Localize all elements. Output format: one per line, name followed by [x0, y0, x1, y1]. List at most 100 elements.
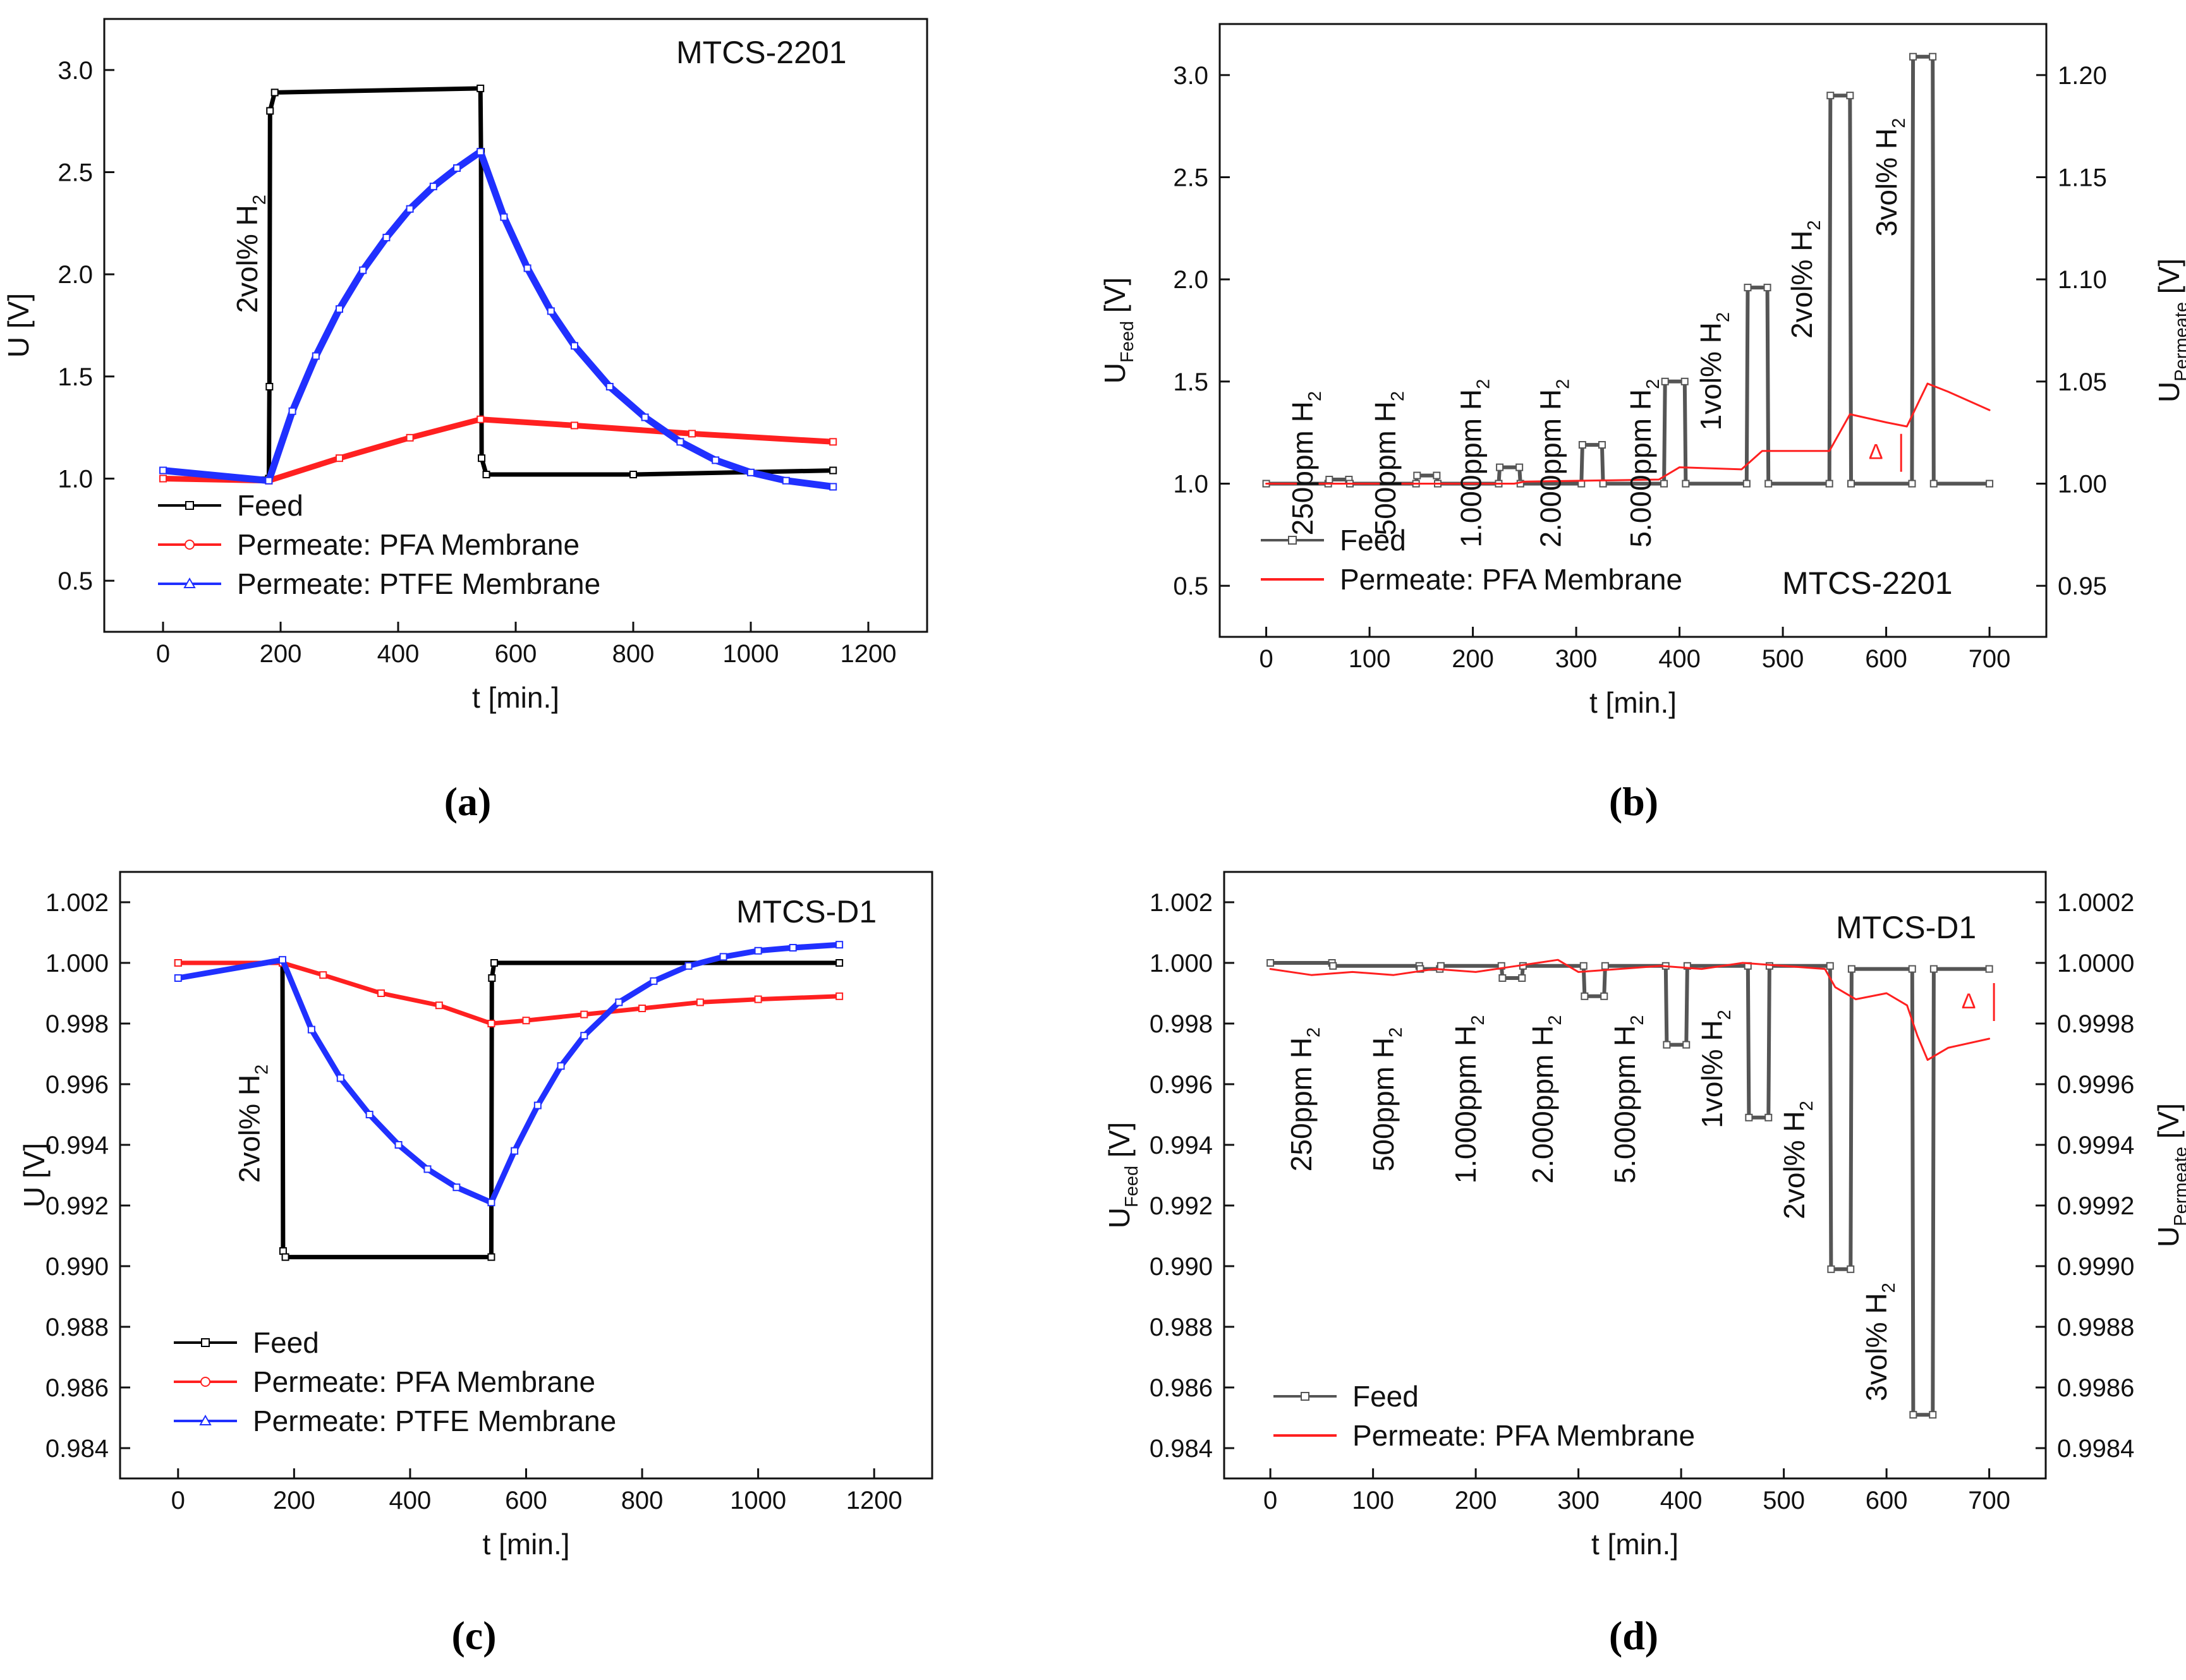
data-point [712, 456, 720, 464]
y-tick-label: 0.990 [1150, 1253, 1213, 1281]
data-point [1929, 52, 1937, 61]
x-tick-label: 700 [1969, 645, 2011, 673]
y-axis-label-unit: [V] [1103, 1122, 1136, 1166]
x-tick-label: 200 [1452, 645, 1494, 673]
data-point [557, 1062, 565, 1070]
data-point [159, 466, 167, 474]
data-point [641, 413, 649, 421]
panel-a: 0 200 400 600 800 1000 1200 0.5 1.0 1.5 2.0 2.5 3.0 t… [2, 18, 928, 824]
data-point [406, 433, 414, 442]
data-point [1985, 965, 1993, 973]
data-point [835, 992, 844, 1000]
annotation-label-main: 250ppm H [1286, 401, 1319, 535]
data-point [571, 421, 578, 430]
x-tick-label: 400 [389, 1487, 432, 1514]
legend-label: Feed [237, 489, 303, 522]
data-point [782, 476, 790, 485]
y-tick-label: 0.998 [1150, 1010, 1213, 1038]
data-point [319, 971, 327, 979]
x-tick-label: 0 [171, 1487, 185, 1514]
x-axis-label: t [min.] [1589, 686, 1677, 719]
y2-axis-label: UPermeate [V] [2153, 258, 2186, 402]
data-point [1515, 463, 1524, 471]
y-tick-label: 2.0 [1173, 266, 1208, 294]
y-axis-label-unit: [V] [1098, 277, 1131, 321]
data-point [1909, 52, 1917, 61]
y2-tick-label: 0.9994 [2057, 1132, 2134, 1159]
annotation-label: 1vol% H2 [1696, 1010, 1735, 1128]
y-tick-label: 0.996 [46, 1071, 109, 1099]
data-point [1600, 992, 1608, 1000]
y-tick-label: 0.994 [1150, 1132, 1213, 1159]
data-point [719, 953, 727, 961]
data-point [1578, 441, 1586, 449]
data-point [1581, 992, 1589, 1000]
data-point [270, 88, 279, 97]
y2-tick-label: 1.00 [2058, 471, 2107, 499]
y2-tick-label: 1.10 [2058, 266, 2107, 294]
x-tick-label: 500 [1762, 645, 1804, 673]
annotation-label-sub: 2 [1388, 391, 1408, 401]
y-axis-label-main: U [1098, 363, 1131, 384]
data-point [1682, 480, 1690, 488]
data-point [365, 1111, 373, 1118]
y-tick-label: 1.5 [58, 363, 93, 391]
data-point [1826, 962, 1834, 970]
data-point [490, 959, 499, 967]
y-tick-label: 0.984 [46, 1435, 109, 1463]
y2-tick-label: 0.9992 [2057, 1192, 2134, 1220]
series-group [1266, 958, 1993, 1419]
y2-tick-label: 0.9988 [2057, 1314, 2134, 1341]
annotation-label-sub: 2 [1545, 1015, 1565, 1025]
data-point [406, 205, 414, 213]
data-point [1908, 480, 1916, 488]
annotation-label: 2vol% H2 [233, 1065, 272, 1183]
y-tick-label: 0.984 [1150, 1435, 1213, 1463]
annotation-label-main: 1vol% H [1694, 322, 1727, 430]
annotation-label-main: 2vol% H [1785, 231, 1818, 339]
annotation-label-main: 3vol% H [1860, 1293, 1893, 1401]
data-point [522, 1017, 530, 1025]
panel-caption: (d) [1609, 1613, 1658, 1658]
data-point [429, 183, 437, 191]
annotation-label: 3vol% H2 [1870, 118, 1909, 236]
annotation-label: 2.000ppm H2 [1526, 1015, 1565, 1184]
annotation-label-main: 3vol% H [1870, 128, 1903, 236]
x-tick-label: 600 [1865, 645, 1907, 673]
y2-axis-label-unit: [V] [2152, 1103, 2185, 1147]
data-point [1518, 974, 1526, 982]
data-point [1496, 463, 1504, 471]
panel-b: 0 100 200 300 400 500 600 700 0.5 1.0 1.5 2.0 2.5 3.0… [1098, 23, 2186, 824]
data-point [1744, 284, 1752, 292]
data-point [684, 962, 693, 970]
data-point [754, 946, 762, 955]
annotation-label-sub: 2 [1386, 1027, 1406, 1037]
y-tick-label: 0.5 [1173, 572, 1208, 600]
x-tick-label: 200 [273, 1487, 315, 1514]
y-tick-label: 0.996 [1150, 1071, 1213, 1099]
series-group [1262, 52, 1994, 488]
data-point [1847, 480, 1855, 488]
legend-label: Permeate: PTFE Membrane [237, 567, 600, 600]
x-tick-label: 600 [505, 1487, 547, 1514]
annotation-label: 1.000ppm H2 [1455, 379, 1494, 548]
x-axis-label: t [min.] [1591, 1528, 1679, 1561]
data-point [688, 430, 696, 438]
y2-axis-label-main: U [2153, 382, 2185, 402]
data-point [288, 407, 296, 415]
data-point [638, 1005, 647, 1012]
annotation-label: 3vol% H2 [1860, 1283, 1899, 1401]
y-tick-label: 0.992 [46, 1192, 109, 1220]
x-tick-label: 200 [260, 640, 302, 668]
data-point [1660, 480, 1668, 488]
series-line-permeate-pfa-membrane [1269, 958, 1991, 1061]
panel-c: 0 200 400 600 800 1000 1200 0.984 0.986 0.988 0.99… [18, 871, 933, 1658]
data-point [1436, 962, 1445, 970]
y-axis-label-main: U [1103, 1207, 1136, 1228]
y-tick-label: 0.990 [46, 1253, 109, 1281]
y-tick-label: 1.000 [46, 950, 109, 977]
data-point [650, 977, 658, 985]
data-point [281, 1253, 289, 1261]
